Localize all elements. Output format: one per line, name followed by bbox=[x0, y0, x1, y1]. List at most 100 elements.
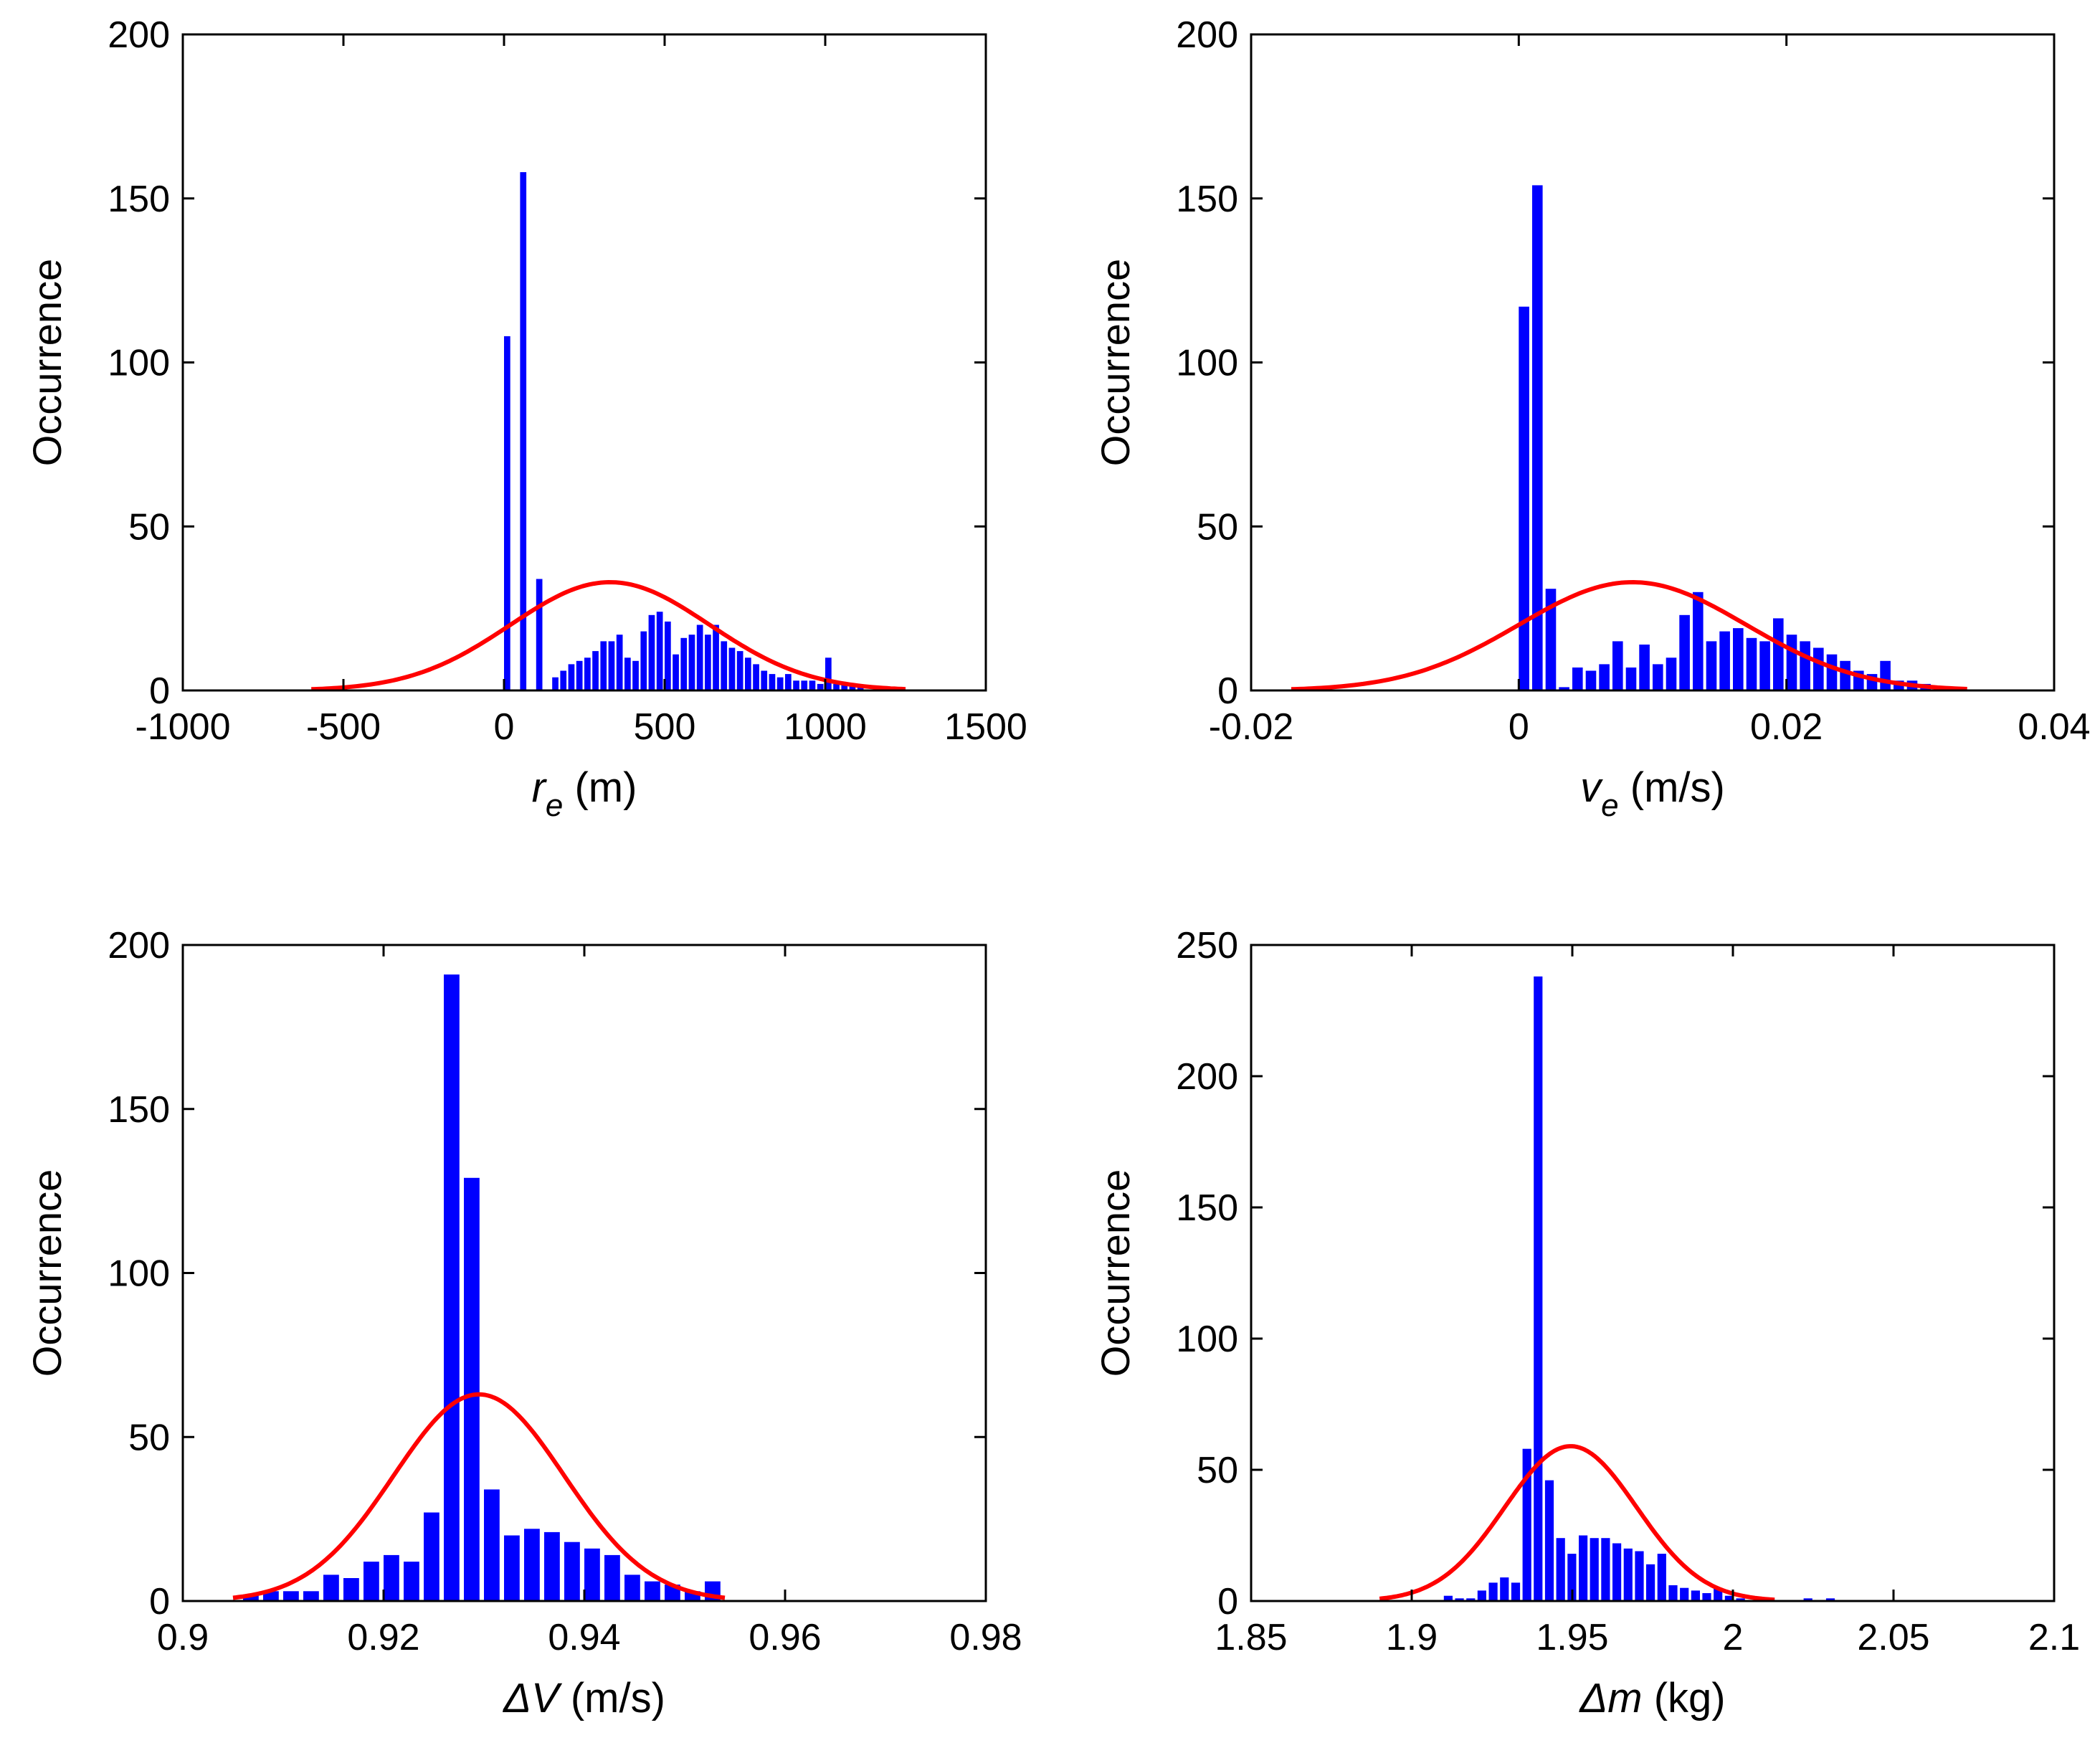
y-tick-label: 100 bbox=[1176, 1319, 1238, 1360]
histogram-bar bbox=[1680, 1587, 1689, 1601]
histogram-bar bbox=[524, 1529, 540, 1601]
x-tick-label: 1.95 bbox=[1536, 1617, 1608, 1658]
y-tick-label: 50 bbox=[1197, 506, 1238, 548]
x-tick-label: 0.96 bbox=[749, 1617, 821, 1658]
y-tick-label: 0 bbox=[1217, 1581, 1238, 1623]
histogram-bar bbox=[464, 1177, 480, 1601]
panel-delta-v-histogram: 0.9 0.92 0.94 0.96 0.98 0 50 100 150 200 Occurrenc… bbox=[24, 925, 1022, 1721]
x-axis-label: Δm (kg) bbox=[1578, 1675, 1725, 1721]
histogram-bar bbox=[444, 974, 460, 1601]
x-axis-variable: v bbox=[1580, 764, 1603, 811]
histogram-bar bbox=[1759, 641, 1770, 690]
histogram-bar bbox=[1545, 589, 1557, 690]
histogram-bar bbox=[1477, 1590, 1486, 1601]
x-tick-label: -500 bbox=[306, 706, 381, 748]
histogram-bar bbox=[1559, 687, 1569, 690]
histogram-bar bbox=[343, 1578, 359, 1601]
histogram-bar bbox=[584, 657, 591, 691]
x-axis-subscript: e bbox=[546, 788, 563, 823]
x-tick-label: 0.94 bbox=[548, 1617, 620, 1658]
histogram-bar bbox=[1455, 1598, 1464, 1601]
y-axis-label: Occurrence bbox=[24, 1169, 70, 1377]
histogram-bar bbox=[680, 637, 688, 690]
histogram-bar bbox=[857, 687, 864, 690]
histogram-bar bbox=[384, 1554, 399, 1601]
histogram-bar bbox=[656, 612, 663, 690]
histogram-bar bbox=[1599, 664, 1610, 690]
y-tick-label: 200 bbox=[1176, 1056, 1238, 1098]
histogram-bar bbox=[688, 635, 695, 690]
x-tick-label: 1000 bbox=[784, 706, 867, 748]
histogram-bar bbox=[1786, 635, 1797, 690]
y-tick-label: 0 bbox=[149, 1581, 170, 1623]
y-tick-label: 100 bbox=[1176, 343, 1238, 384]
histogram-bar bbox=[645, 1581, 660, 1601]
y-tick-label: 50 bbox=[128, 1417, 170, 1458]
histogram-bar bbox=[424, 1512, 440, 1601]
y-tick-label: 100 bbox=[108, 1253, 170, 1295]
histogram-bar bbox=[616, 635, 623, 690]
histogram-bar bbox=[1567, 1554, 1577, 1601]
histogram-bar bbox=[564, 1542, 580, 1601]
histogram-bar bbox=[1653, 664, 1663, 690]
histogram-bar bbox=[1534, 976, 1543, 1601]
x-axis-unit: (kg) bbox=[1643, 1675, 1726, 1721]
y-tick-label: 150 bbox=[1176, 179, 1238, 220]
histogram-bar bbox=[640, 631, 647, 690]
histogram-bar bbox=[1612, 641, 1623, 690]
histogram-bar bbox=[833, 683, 840, 690]
histogram-bar bbox=[1556, 1538, 1565, 1601]
histogram-bar bbox=[1826, 654, 1838, 690]
histogram-bar bbox=[1635, 1551, 1644, 1601]
histogram-bar bbox=[1773, 618, 1784, 690]
x-tick-label: 0 bbox=[1509, 706, 1529, 748]
histogram-bar bbox=[544, 1531, 560, 1601]
x-tick-label: 0.02 bbox=[1750, 706, 1823, 748]
x-tick-label: 1500 bbox=[944, 706, 1027, 748]
x-axis-label: ΔV (m/s) bbox=[502, 1675, 665, 1721]
y-tick-label: 0 bbox=[1217, 670, 1238, 712]
histogram-bar bbox=[1488, 1582, 1498, 1601]
histogram-bar bbox=[745, 657, 751, 691]
histogram-bar bbox=[825, 657, 832, 691]
histogram-bar bbox=[665, 621, 671, 690]
x-tick-label: 2.05 bbox=[1857, 1617, 1929, 1658]
x-axis-label: ve (m/s) bbox=[1580, 764, 1725, 823]
histogram-bar bbox=[1668, 1585, 1678, 1601]
y-tick-label: 200 bbox=[108, 925, 170, 966]
histogram-bar bbox=[1579, 1535, 1588, 1601]
histogram-bar bbox=[1733, 628, 1744, 690]
histogram-bar bbox=[1679, 614, 1690, 690]
histogram-bar bbox=[1466, 1598, 1476, 1601]
histogram-bar bbox=[1724, 1595, 1734, 1601]
histogram-bar bbox=[1803, 1598, 1812, 1601]
x-tick-label: -1000 bbox=[136, 706, 231, 748]
x-axis-subscript: e bbox=[1601, 788, 1618, 823]
y-tick-label: 100 bbox=[108, 343, 170, 384]
y-tick-label: 0 bbox=[149, 670, 170, 712]
histogram-bar bbox=[592, 651, 599, 690]
histogram-bar bbox=[1612, 1543, 1622, 1601]
histogram-bar bbox=[1544, 1480, 1554, 1601]
histogram-bar bbox=[648, 614, 655, 690]
histogram-bar bbox=[243, 1594, 259, 1601]
histogram-bar bbox=[1813, 647, 1824, 690]
histogram-bar bbox=[600, 641, 607, 690]
histogram-bar bbox=[1693, 592, 1704, 691]
x-axis-unit: (m/s) bbox=[1619, 764, 1725, 811]
axes-box bbox=[1250, 33, 2056, 692]
histogram-bar bbox=[504, 336, 510, 690]
histogram-bar bbox=[1646, 1564, 1655, 1601]
y-axis-label: Occurrence bbox=[24, 259, 70, 466]
histogram-bar bbox=[1736, 1598, 1745, 1601]
histogram-bar bbox=[604, 1554, 620, 1601]
histogram-bar bbox=[713, 624, 719, 690]
histogram-bar bbox=[323, 1574, 339, 1601]
histogram-bar bbox=[536, 579, 543, 690]
histogram-bar bbox=[568, 664, 575, 690]
histogram-bar bbox=[520, 172, 527, 691]
x-tick-label: 0.98 bbox=[949, 1617, 1022, 1658]
x-axis-unit: (m) bbox=[563, 764, 637, 811]
